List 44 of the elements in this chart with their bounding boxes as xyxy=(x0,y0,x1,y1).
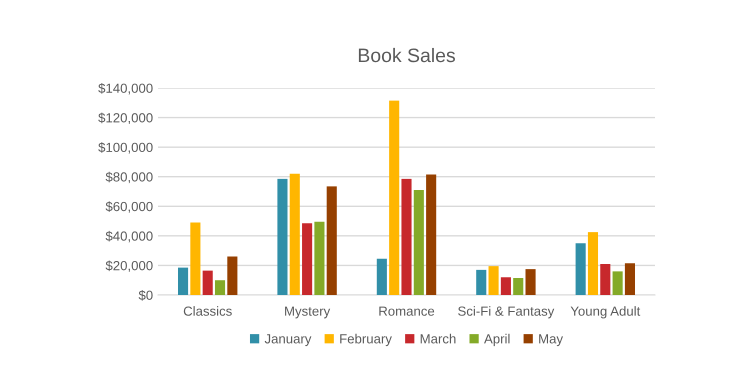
bar xyxy=(624,263,636,295)
bar xyxy=(178,268,188,295)
chart-title: Book Sales xyxy=(358,48,455,62)
bar xyxy=(612,271,623,295)
legend-label: February xyxy=(340,334,392,346)
bar xyxy=(214,280,226,295)
y-tick-label: $120,000 xyxy=(98,112,153,124)
bar xyxy=(513,278,524,295)
y-tick-label: $40,000 xyxy=(106,230,153,242)
bar xyxy=(227,256,238,295)
bar xyxy=(401,178,412,295)
legend-label: May xyxy=(539,334,564,346)
x-tick-label: Mystery xyxy=(285,306,330,318)
bar xyxy=(326,186,337,295)
bar xyxy=(314,222,324,295)
x-tick-label: Sci-Fi & Fantasy xyxy=(458,306,554,318)
y-tick-label: $80,000 xyxy=(106,172,153,184)
y-tick-label: $20,000 xyxy=(106,260,153,272)
bar xyxy=(202,270,213,295)
y-tick-label: $140,000 xyxy=(98,83,153,94)
bar xyxy=(389,100,400,295)
x-tick-label: Classics xyxy=(184,306,232,316)
bar xyxy=(488,266,499,295)
bar xyxy=(576,243,586,295)
bar xyxy=(414,190,424,295)
legend-label: January xyxy=(264,334,312,346)
bar xyxy=(600,264,610,295)
x-tick-label: Romance xyxy=(379,306,434,316)
y-tick-label: $60,000 xyxy=(106,201,153,213)
x-tick-label: Young Adult xyxy=(570,306,640,318)
y-tick-label: $100,000 xyxy=(98,142,153,154)
legend-label: March xyxy=(420,334,456,344)
bar xyxy=(302,223,312,295)
bar xyxy=(526,269,536,295)
bar xyxy=(426,174,436,295)
bar xyxy=(376,258,387,295)
bar xyxy=(190,222,200,295)
legend-label: April xyxy=(484,334,510,346)
bar xyxy=(476,270,486,295)
bar xyxy=(500,277,511,295)
bar xyxy=(277,178,288,295)
bar xyxy=(290,174,300,295)
y-tick-label: $0 xyxy=(138,290,153,301)
bar xyxy=(588,232,598,295)
